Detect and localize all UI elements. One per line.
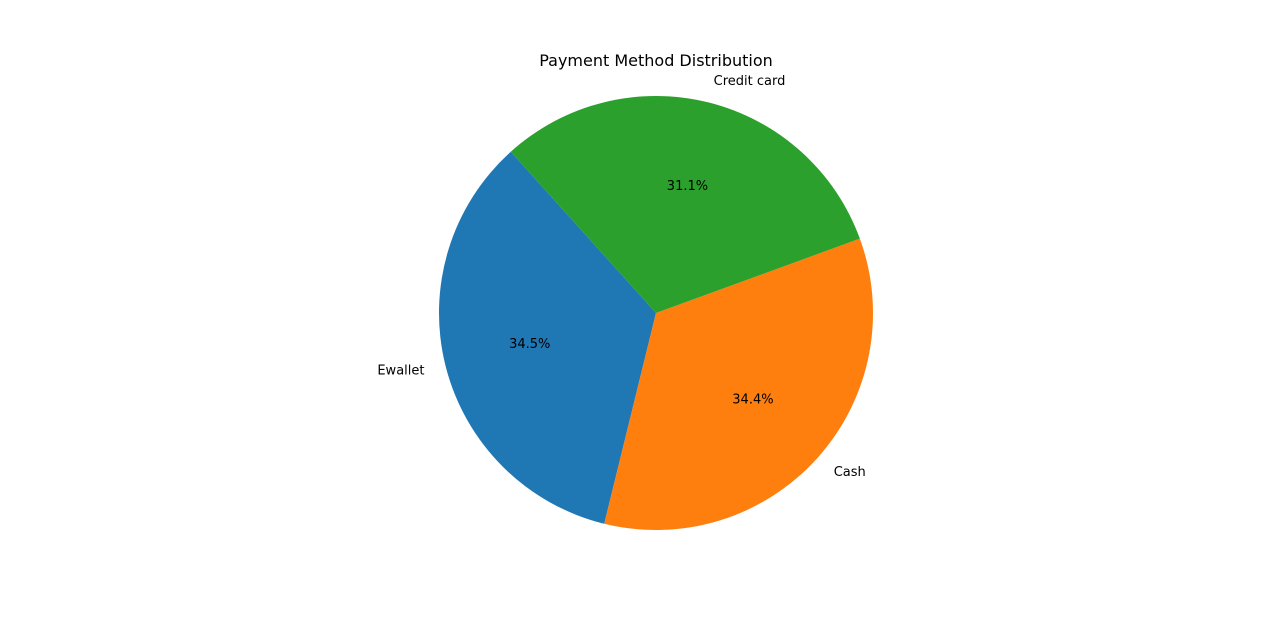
chart-title: Payment Method Distribution <box>539 51 773 70</box>
pie-slice-credit-card <box>510 96 860 314</box>
pie-slice-ewallet <box>439 151 656 524</box>
pie-category-label: Ewallet <box>377 364 424 379</box>
pie-category-label: Credit card <box>714 74 786 89</box>
pie-percent-label: 31.1% <box>667 179 708 194</box>
pie-percent-label: 34.4% <box>732 392 773 407</box>
pie-percent-label: 34.5% <box>509 337 550 352</box>
pie-slices <box>439 96 874 530</box>
pie-category-label: Cash <box>834 465 866 480</box>
pie-labels: 34.5% Ewallet 34.4% Cash 31.1% Credit card <box>377 74 865 480</box>
pie-slice-cash <box>604 238 874 530</box>
